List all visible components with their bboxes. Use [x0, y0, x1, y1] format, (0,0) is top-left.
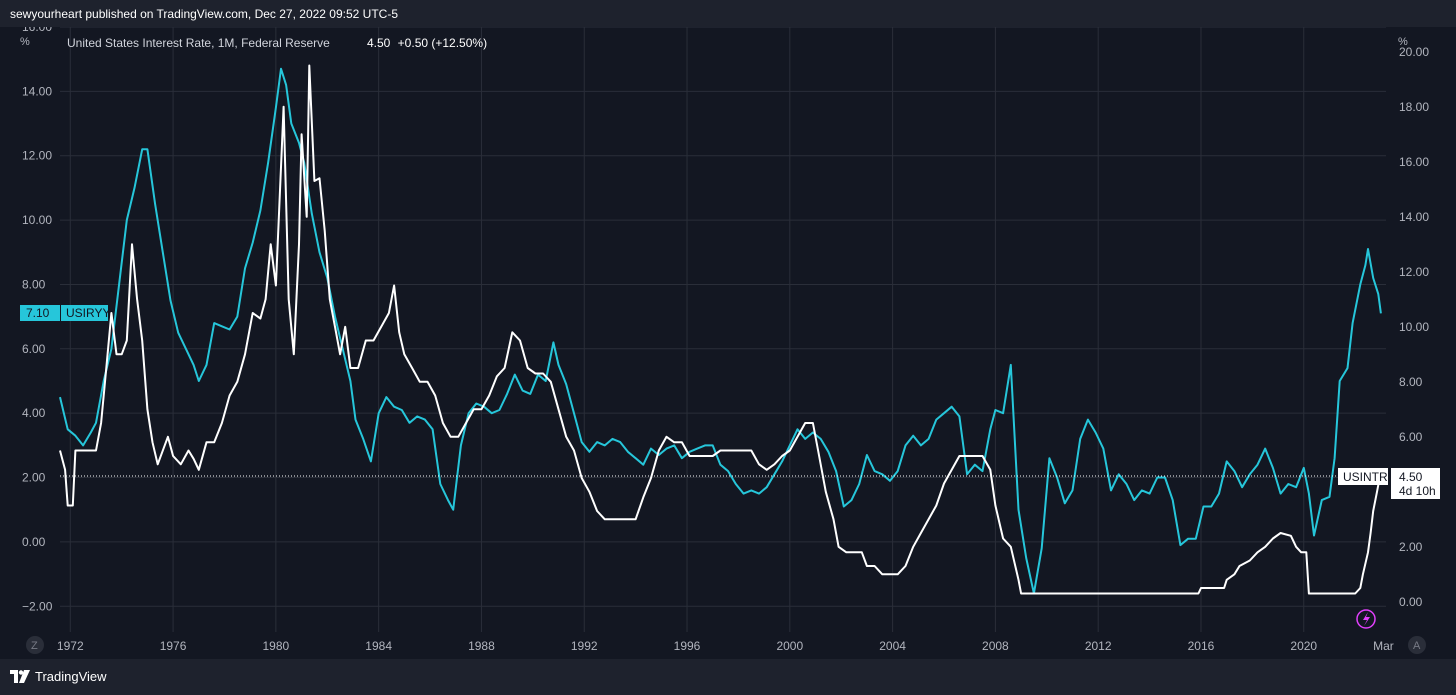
left-tick-label: 16.00 [22, 27, 52, 34]
usintr-name-label: USINTR [1343, 470, 1388, 484]
tradingview-logo-icon [10, 670, 30, 683]
right-tick-label: 2.00 [1399, 540, 1423, 554]
right-tick-label: 8.00 [1399, 375, 1423, 389]
time-tick-label: 1984 [365, 639, 392, 653]
left-unit-label: % [20, 36, 30, 48]
usiryy-price-label: 7.10 USIRYY [20, 305, 110, 321]
z-button[interactable]: Z [26, 636, 44, 654]
left-tick-label: 6.00 [22, 342, 46, 356]
usintr-price-label: USINTR 4.50 4d 10h [1338, 468, 1440, 499]
left-tick-label: 12.00 [22, 149, 52, 163]
z-button-label: Z [31, 640, 38, 652]
right-tick-label: 12.00 [1399, 265, 1429, 279]
time-tick-label: 1992 [571, 639, 598, 653]
chart-area[interactable] [0, 27, 1456, 659]
legend-change: +0.50 (+12.50%) [398, 36, 487, 50]
time-tick-label: 2004 [879, 639, 906, 653]
auto-scale-label: A [1413, 640, 1421, 652]
time-tick-label: Mar [1373, 639, 1394, 653]
usintr-value-label: 4.50 [1399, 470, 1423, 484]
time-tick-label: 1980 [263, 639, 290, 653]
usiryy-value-label: 7.10 [26, 306, 50, 320]
time-tick-label: 2016 [1188, 639, 1215, 653]
time-tick-label: 1988 [468, 639, 495, 653]
time-tick-label: 1976 [160, 639, 187, 653]
right-axis: 20.00 18.00 16.00 14.00 12.00 10.00 8.00 6.00 4.… [1399, 45, 1429, 609]
right-tick-label: 10.00 [1399, 320, 1429, 334]
tradingview-logo[interactable]: TradingView [10, 669, 107, 684]
right-tick-label: 16.00 [1399, 155, 1429, 169]
time-tick-label: 2020 [1290, 639, 1317, 653]
grid [60, 27, 1386, 632]
series-line-usiryy[interactable] [59, 67, 1382, 595]
left-tick-label: 8.00 [22, 277, 46, 291]
footer: TradingView [0, 659, 1456, 695]
left-tick-label: 0.00 [22, 535, 46, 549]
usintr-countdown-label: 4d 10h [1399, 484, 1436, 498]
left-tick-label: −2.00 [22, 599, 53, 613]
time-tick-label: 2008 [982, 639, 1009, 653]
right-unit-label: % [1398, 36, 1408, 48]
right-tick-label: 14.00 [1399, 210, 1429, 224]
legend-symbol[interactable]: United States Interest Rate, 1M, Federal… [67, 36, 330, 50]
tradingview-brand: TradingView [35, 669, 107, 684]
left-tick-label: 10.00 [22, 213, 52, 227]
usiryy-name-label: USIRYY [66, 306, 110, 320]
left-tick-label: 2.00 [22, 471, 46, 485]
time-tick-label: 2012 [1085, 639, 1112, 653]
series-layer [59, 64, 1382, 595]
right-tick-label: 20.00 [1399, 45, 1429, 59]
series-line-usintr[interactable] [59, 64, 1381, 595]
legend-value: 4.50 [367, 36, 391, 50]
chart-svg[interactable]: 16.00 14.00 12.00 10.00 8.00 6.00 4.00 2.00 0.00… [0, 27, 1456, 659]
right-tick-label: 0.00 [1399, 595, 1423, 609]
auto-scale-button[interactable]: A [1408, 636, 1426, 654]
left-tick-label: 14.00 [22, 84, 52, 98]
time-tick-label: 1996 [674, 639, 701, 653]
right-tick-label: 6.00 [1399, 430, 1423, 444]
left-tick-label: 4.00 [22, 406, 46, 420]
publisher-header: sewyourheart published on TradingView.co… [0, 0, 1456, 27]
publisher-text: sewyourheart published on TradingView.co… [10, 7, 399, 21]
time-tick-label: 2000 [776, 639, 803, 653]
right-tick-label: 18.00 [1399, 100, 1429, 114]
time-axis: 1972 1976 1980 1984 1988 1992 1996 2000 2004 2008… [57, 639, 1394, 653]
time-tick-label: 1972 [57, 639, 84, 653]
flash-icon[interactable] [1356, 609, 1376, 629]
left-axis: 16.00 14.00 12.00 10.00 8.00 6.00 4.00 2.00 0.00… [22, 27, 53, 613]
